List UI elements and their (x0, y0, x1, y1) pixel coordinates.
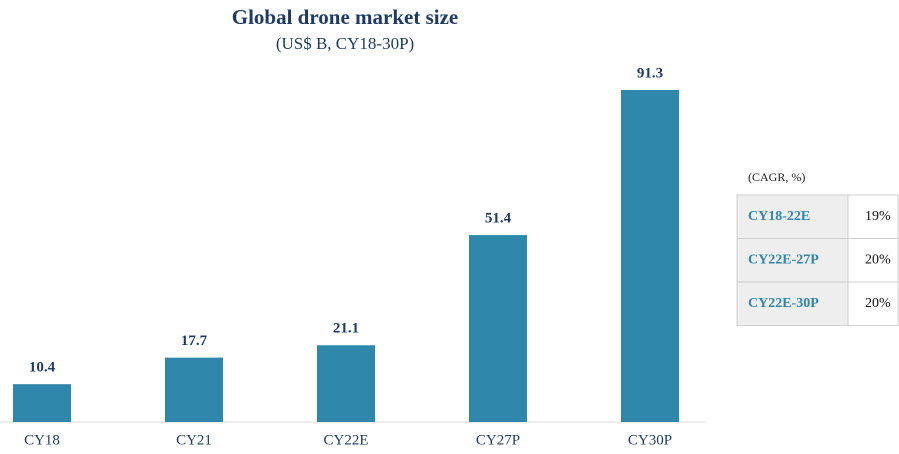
bar (165, 357, 223, 422)
table-value-cell (847, 194, 899, 239)
table-key: CY22E-27P (748, 252, 819, 267)
x-tick-label: CY21 (176, 432, 212, 448)
value-label: 91.3 (637, 65, 663, 81)
chart-title: Global drone market size (232, 5, 459, 29)
value-label: 10.4 (29, 360, 56, 376)
value-label: 17.7 (181, 333, 208, 349)
x-tick-label: CY22E (324, 432, 369, 448)
table-value: 19% (865, 209, 891, 224)
bar (621, 90, 679, 422)
table-key: CY18-22E (748, 209, 810, 224)
bar (13, 384, 71, 422)
value-label: 21.1 (333, 321, 359, 337)
chart-subtitle: (US$ B, CY18-30P) (276, 34, 414, 53)
x-tick-label: CY27P (476, 432, 520, 448)
table-value-cell (847, 238, 899, 283)
x-tick-label: CY30P (628, 432, 672, 448)
bar (469, 235, 527, 422)
x-tick-label: CY18 (24, 432, 60, 448)
value-label: 51.4 (485, 211, 512, 227)
table-value: 20% (865, 252, 891, 267)
bar (317, 345, 375, 422)
table-value: 20% (865, 296, 891, 311)
table-caption: (CAGR, %) (748, 170, 805, 184)
table-key: CY22E-30P (748, 296, 819, 311)
table-value-cell (847, 281, 899, 326)
